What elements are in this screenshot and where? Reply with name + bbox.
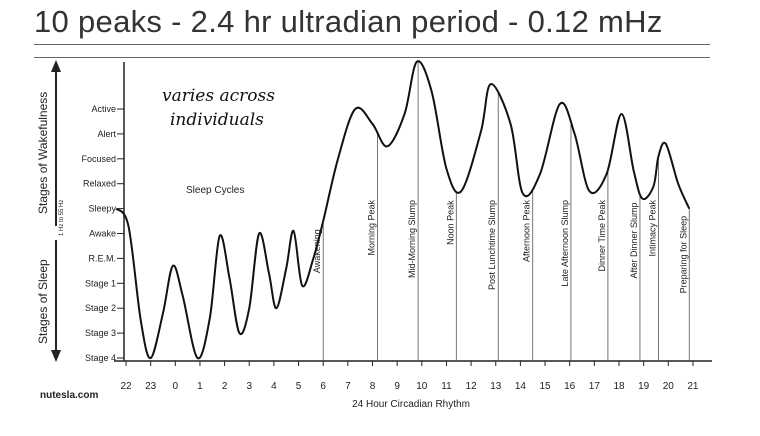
x-tick-label: 15 (539, 381, 551, 392)
x-tick-label: 6 (320, 381, 326, 392)
sleep-side-label: Stages of Sleep (36, 259, 50, 344)
x-axis-label: 24 Hour Circadian Rhythm (352, 399, 470, 410)
x-tick-label: 20 (663, 381, 675, 392)
y-level-label: Stage 2 (85, 303, 116, 313)
y-level-label: R.E.M. (88, 253, 116, 263)
event-label: Mid-Morning Slump (407, 200, 417, 278)
x-tick-label: 5 (296, 381, 302, 392)
page-title: 10 peaks - 2.4 hr ultradian period - 0.1… (34, 4, 663, 39)
y-level-label: Alert (97, 129, 116, 139)
x-tick-label: 22 (120, 381, 132, 392)
x-tick-label: 9 (394, 381, 400, 392)
x-tick-label: 11 (441, 381, 452, 392)
y-level-label: Stage 3 (85, 328, 116, 338)
y-level-label: Stage 4 (85, 353, 116, 363)
x-tick-label: 14 (515, 381, 527, 392)
event-label: Awakening (312, 229, 322, 273)
y-level-label: Stage 1 (85, 278, 116, 288)
x-tick-label: 21 (687, 381, 699, 392)
x-tick-label: 1 (197, 381, 203, 392)
event-label: Dinner Time Peak (597, 200, 607, 272)
event-label: Late Afternoon Slump (560, 200, 570, 287)
y-level-label: Focused (81, 154, 116, 164)
event-label: Morning Peak (366, 200, 376, 256)
brand-label: nutesla.com (40, 390, 98, 401)
x-tick-label: 10 (416, 381, 428, 392)
event-label: Intimacy Peak (647, 200, 657, 257)
wakefulness-side-label: Stages of Wakefulness (36, 92, 50, 214)
x-tick-label: 19 (638, 381, 650, 392)
y-level-label: Relaxed (83, 179, 116, 189)
y-level-labels: Active Alert Focused Relaxed Sleepy Awake R.E.… (81, 104, 124, 363)
event-markers: Awakening Morning Peak Mid-Morning Slump No… (312, 61, 690, 361)
x-tick-label: 18 (613, 381, 625, 392)
event-label: Noon Peak (445, 200, 455, 245)
x-tick-label: 4 (271, 381, 277, 392)
y-level-label: Sleepy (88, 204, 116, 214)
annotation-line-2: individuals (170, 110, 264, 130)
sleep-cycles-label: Sleep Cycles (186, 185, 244, 196)
event-label: Post Lunchtime Slump (487, 200, 497, 290)
x-tick-label: 17 (589, 381, 601, 392)
event-label: Afternoon Peak (522, 200, 532, 263)
title-divider (34, 44, 710, 45)
x-tick-labels: 22 23 0 1 2 3 4 5 6 7 8 9 10 11 12 13 14 15 16 17 18 19 20 21 (120, 361, 699, 392)
x-tick-label: 13 (490, 381, 502, 392)
x-tick-label: 2 (222, 381, 228, 392)
x-tick-label: 0 (173, 381, 179, 392)
x-tick-label: 7 (345, 381, 351, 392)
event-label: After Dinner Slump (629, 203, 639, 279)
wakefulness-arrowhead (51, 60, 61, 72)
y-level-label: Awake (89, 229, 116, 239)
x-tick-label: 23 (145, 381, 157, 392)
event-label: Preparing for Sleep (678, 216, 688, 294)
frequency-side-label: 1 Hz to 55 Hz (59, 200, 65, 236)
annotation-line-1: varies across (162, 86, 275, 106)
arousal-curve (115, 60, 691, 360)
title-divider-secondary (34, 57, 710, 58)
x-tick-label: 16 (564, 381, 576, 392)
x-tick-label: 12 (466, 381, 478, 392)
x-tick-label: 3 (246, 381, 252, 392)
sleep-arrowhead (51, 350, 61, 362)
x-tick-label: 8 (370, 381, 376, 392)
y-level-label: Active (91, 104, 116, 114)
